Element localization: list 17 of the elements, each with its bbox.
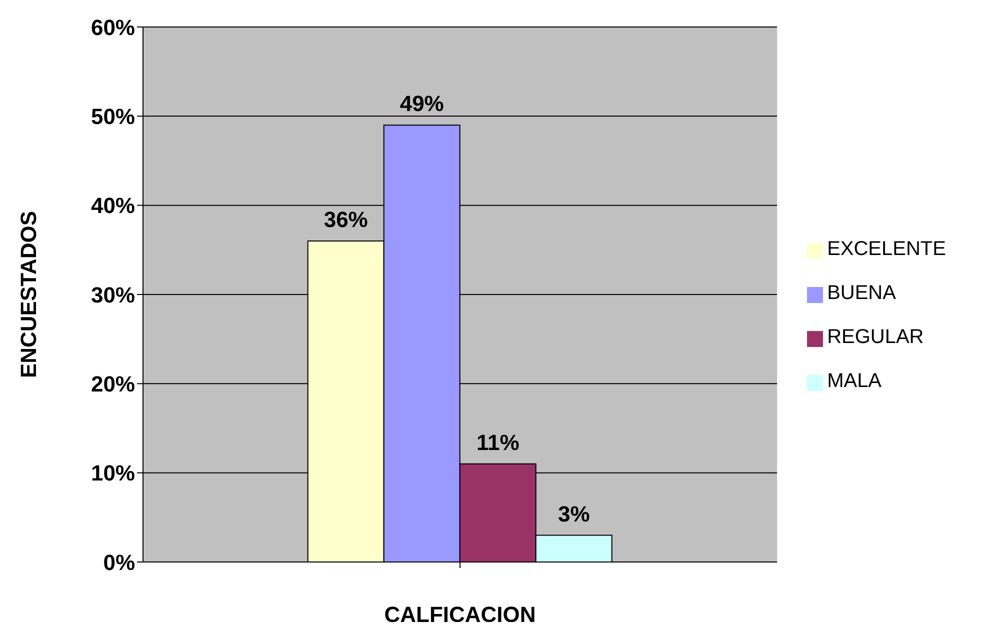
legend-label: EXCELENTE <box>827 238 946 260</box>
legend-label: MALA <box>827 370 882 392</box>
x-axis-title: CALFICACION <box>384 602 536 627</box>
legend-label: BUENA <box>827 282 896 304</box>
y-axis-title: ENCUESTADOS <box>16 210 41 378</box>
data-label: 3% <box>558 501 590 526</box>
data-label: 36% <box>324 207 368 232</box>
data-label: 49% <box>400 91 444 116</box>
y-tick-label: 50% <box>90 104 135 129</box>
y-tick-label: 30% <box>90 282 135 308</box>
y-tick-label: 0% <box>103 550 135 575</box>
y-tick-label: 20% <box>90 371 135 396</box>
y-tick-label: 40% <box>90 193 135 218</box>
y-tick-label: 10% <box>90 460 135 486</box>
y-tick-label: 60% <box>90 14 135 40</box>
legend-label: REGULAR <box>827 326 924 348</box>
data-label: 11% <box>476 430 520 455</box>
